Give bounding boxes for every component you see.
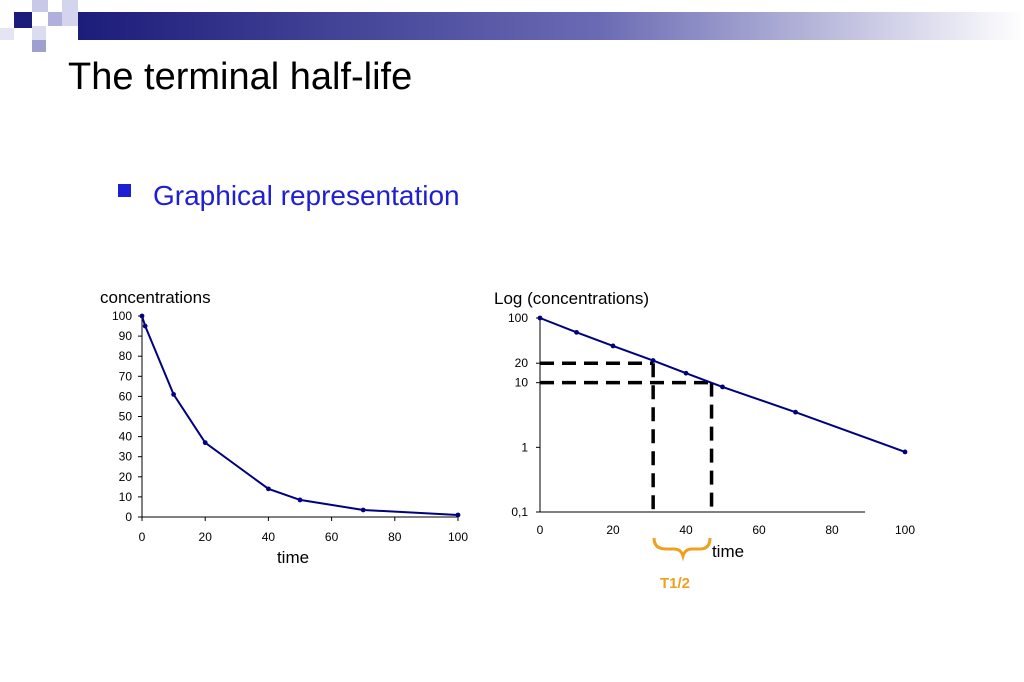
right-x-tick-label: 0	[537, 523, 544, 537]
left-y-tick-label: 10	[119, 490, 133, 504]
right-x-tick-label: 40	[679, 523, 693, 537]
right-data-point	[793, 409, 798, 415]
left-y-tick-label: 40	[119, 430, 133, 444]
left-data-point	[360, 507, 366, 513]
right-x-tick-label: 100	[895, 523, 915, 537]
left-y-tick-label: 20	[119, 470, 133, 484]
header-banner	[0, 0, 1024, 52]
slide-title: The terminal half-life	[68, 56, 413, 98]
right-data-point	[537, 315, 543, 321]
right-data-point	[574, 329, 579, 335]
log-concentration-chart: Log (concentrations) time 100 20 10 1 0,1 0 2…	[494, 289, 915, 592]
right-y-tick-label: 0,1	[511, 505, 528, 519]
right-y-tick-label: 20	[515, 356, 529, 370]
right-y-tick-label: 1	[521, 440, 528, 454]
left-y-tick-label: 30	[119, 450, 133, 464]
right-y-tick-label: 100	[508, 311, 528, 325]
right-y-axis-label: Log (concentrations)	[494, 289, 649, 308]
bullet-square-icon	[118, 184, 131, 197]
left-data-point	[266, 486, 271, 492]
left-data-point	[139, 313, 145, 319]
left-y-tick-label: 100	[112, 309, 132, 323]
left-y-axis-label: concentrations	[100, 288, 211, 307]
left-data-point	[171, 391, 177, 397]
left-y-tick-label: 90	[119, 329, 133, 343]
left-y-tick-label: 0	[125, 510, 132, 524]
left-x-tick-label: 60	[325, 530, 339, 544]
left-y-tick-label: 60	[119, 389, 133, 403]
bullet-text: Graphical representation	[153, 180, 460, 211]
left-y-tick-label: 50	[119, 410, 133, 424]
right-data-point	[902, 449, 908, 455]
left-x-tick-label: 0	[139, 530, 146, 544]
right-data-point	[683, 370, 689, 376]
right-series-line	[539, 317, 906, 453]
left-data-point	[297, 497, 303, 503]
left-x-tick-label: 100	[448, 530, 468, 544]
half-life-label: T1/2	[660, 575, 690, 592]
right-x-tick-label: 80	[825, 523, 839, 537]
half-life-bracket	[652, 537, 712, 562]
left-y-tick-label: 80	[119, 349, 133, 363]
left-data-point	[202, 440, 208, 446]
right-y-tick-label: 10	[515, 376, 529, 390]
right-data-point	[610, 343, 616, 349]
left-data-point	[455, 512, 461, 518]
left-x-axis-label: time	[277, 548, 309, 567]
left-x-tick-label: 80	[388, 530, 402, 544]
left-data-point	[142, 323, 148, 329]
right-x-tick-label: 60	[752, 523, 766, 537]
right-data-point	[650, 358, 656, 363]
left-series-line	[141, 315, 459, 516]
right-data-point	[720, 384, 725, 390]
left-y-tick-label: 70	[119, 369, 133, 383]
left-x-tick-label: 20	[199, 530, 213, 544]
left-x-tick-label: 40	[262, 530, 276, 544]
linear-concentration-chart: concentrations time 0 10 20 30 40 50 60 70 80 90 1…	[100, 288, 468, 567]
right-x-tick-label: 20	[606, 523, 620, 537]
right-x-axis-label: time	[712, 542, 744, 561]
